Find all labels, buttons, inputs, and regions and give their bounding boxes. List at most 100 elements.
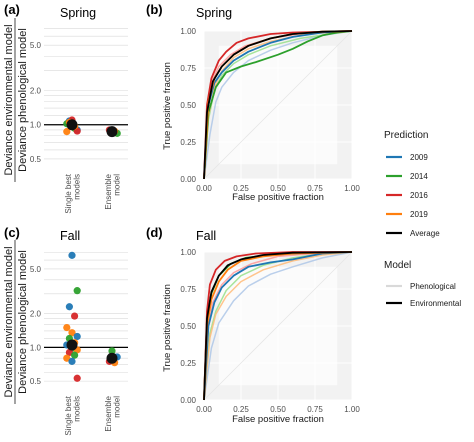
d-diagonal	[203, 251, 353, 401]
c-y-tick-label: 5.0	[30, 265, 42, 274]
panel-b-label: (b)	[146, 2, 163, 17]
a-x-tick-line: Ensemble	[104, 173, 113, 209]
c-data-point	[71, 351, 79, 359]
panel-c-title: Fall	[60, 229, 80, 243]
legend-prediction-items-label: 2016	[410, 191, 428, 200]
c-y-tick-label: 0.5	[30, 377, 42, 386]
panel-d-title: Fall	[196, 229, 216, 243]
panel-b-background	[198, 25, 358, 185]
b-diagonal	[203, 30, 353, 180]
b-roc-curve-average	[203, 30, 353, 180]
legend-prediction-items-label: 2014	[410, 172, 428, 181]
panel-d-background	[198, 246, 358, 406]
panel-c-ylabel-numerator: Deviance environmental model	[3, 246, 15, 397]
panel-a-ylabel-denominator: Deviance phenological model	[17, 28, 29, 172]
c-x-tick-line: models	[72, 396, 81, 422]
panel-c-fall-deviance: (c) Fall 0.5 1.0 2.0 5.0 Single best models E…	[4, 225, 128, 436]
c-x-tick-line: Single best	[64, 395, 73, 435]
panel-a-ylabel-numerator: Deviance environmental model	[3, 24, 15, 175]
b-x-tick-label: 1.00	[344, 184, 360, 193]
c-data-point	[63, 323, 71, 332]
panel-b-title: Spring	[196, 6, 232, 20]
a-average-point	[106, 126, 118, 138]
legend-model: Model Phenological Environmental	[384, 260, 461, 308]
c-data-point	[68, 329, 76, 337]
d-x-tick-label: 0.00	[196, 405, 212, 414]
a-data-point	[63, 128, 71, 136]
legend-prediction-items-label: 2019	[410, 210, 428, 219]
d-x-tick-label: 0.50	[270, 405, 286, 414]
legend-prediction-items: 2009 2014 2016 2019 Average	[386, 153, 440, 238]
b-x-tick-label: 0.50	[270, 184, 286, 193]
a-x-tick-label: Single best models	[64, 173, 82, 213]
c-average-point	[106, 352, 118, 364]
panel-b-roc-curves	[203, 30, 353, 180]
panel-c-points	[63, 251, 121, 382]
c-data-point	[68, 357, 76, 365]
d-roc-curve-phenological	[203, 251, 353, 401]
panel-c-label: (c)	[4, 225, 20, 240]
b-x-tick-label: 0.25	[233, 184, 249, 193]
d-roc-curve-2009	[203, 251, 353, 401]
c-data-point	[65, 303, 73, 311]
c-data-point	[63, 354, 71, 362]
panel-b-xlabel: False positive fraction	[232, 192, 324, 203]
c-x-tick-label: Single best models	[64, 395, 82, 435]
d-roc-curve-2019	[203, 251, 353, 401]
d-y-tick-label: 1.00	[180, 248, 196, 257]
b-x-tick-label: 0.75	[307, 184, 323, 193]
c-y-tick-label: 2.0	[30, 310, 42, 319]
c-x-tick-line: model	[112, 396, 121, 418]
legend-model-items-label: Environmental	[410, 299, 461, 308]
b-y-tick-label: 1.00	[180, 27, 196, 36]
legend-prediction: Prediction 2009 2014 2016 2019 Average	[384, 130, 440, 238]
panel-d-roc-curves	[203, 251, 353, 401]
a-average-point	[66, 119, 78, 131]
a-y-tick-label: 0.5	[30, 155, 42, 164]
d-y-tick-label: 0.25	[180, 359, 196, 368]
panel-c-y-ticks: 0.5 1.0 2.0 5.0	[30, 265, 42, 386]
d-x-tick-label: 1.00	[344, 405, 360, 414]
c-average-point	[66, 339, 78, 351]
c-data-point	[73, 374, 81, 382]
panel-a-x-ticks: Single best models Ensemble model	[64, 173, 122, 213]
panel-c-ylabel-denominator: Deviance phenological model	[17, 250, 29, 394]
panel-c-x-ticks: Single best models Ensemble model	[64, 395, 122, 435]
d-roc-curve-phenological	[203, 251, 353, 401]
d-y-tick-label: 0.50	[180, 322, 196, 331]
b-y-tick-label: 0.25	[180, 138, 196, 147]
panel-c-gridlines	[44, 252, 128, 382]
panel-d-ylabel: True positive fraction	[162, 284, 173, 372]
a-x-tick-line: Single best	[64, 173, 73, 213]
panel-b-spring-roc: (b) Spring 0.000.000.250.250.500.500.750…	[146, 2, 360, 203]
b-y-tick-label: 0.50	[180, 101, 196, 110]
legend-prediction-items-label: Average	[410, 229, 440, 238]
panel-b-ylabel: True positive fraction	[162, 62, 173, 150]
d-roc-curve-2016	[203, 251, 352, 401]
d-y-tick-label: 0.00	[180, 396, 196, 405]
d-roc-curve-average	[203, 251, 353, 401]
a-x-tick-line: model	[112, 174, 121, 196]
a-x-tick-line: models	[72, 174, 81, 200]
panel-a-y-axis-label: Deviance environmental model Deviance ph…	[3, 18, 29, 182]
a-y-tick-label: 1.0	[30, 121, 42, 130]
legend-prediction-items-label: 2009	[410, 153, 428, 162]
panel-b-ticks: 0.000.00 0.25 0.25 0.50 0.50 0.75 0.75 1.00 1.00	[180, 27, 360, 193]
b-roc-curve-2016	[203, 30, 353, 180]
legend-model-title: Model	[384, 260, 411, 271]
b-y-tick-label: 0.00	[180, 175, 196, 184]
c-data-point	[108, 347, 116, 355]
c-x-tick-label: Ensemble model	[104, 395, 122, 431]
a-y-tick-label: 2.0	[30, 86, 42, 95]
b-y-tick-label: 0.75	[180, 64, 196, 73]
c-data-point	[73, 287, 81, 295]
c-data-point	[71, 312, 79, 320]
b-roc-curve-2014	[203, 30, 353, 180]
legend-model-items: Phenological Environmental	[386, 282, 461, 308]
panel-d-xlabel: False positive fraction	[232, 414, 324, 425]
panel-c-y-axis-label: Deviance environmental model Deviance ph…	[3, 240, 29, 404]
b-x-tick-label: 0.00	[196, 184, 212, 193]
c-y-tick-label: 1.0	[30, 343, 42, 352]
panel-a-y-ticks: 0.5 1.0 2.0 5.0	[30, 41, 42, 164]
panel-d-label: (d)	[146, 225, 163, 240]
